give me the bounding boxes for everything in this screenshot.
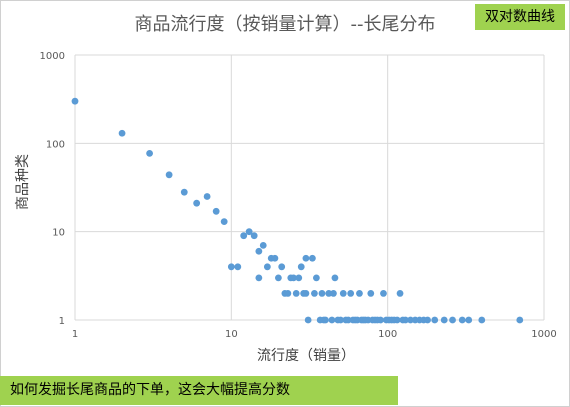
data-point (304, 316, 312, 324)
data-point (331, 274, 339, 282)
data-point (278, 263, 286, 271)
x-tick-label: 100 (378, 329, 397, 340)
data-point (356, 290, 363, 297)
x-tick-label: 1000 (531, 329, 556, 340)
data-point (240, 232, 248, 240)
x-axis-label: 流行度（销量） (257, 348, 355, 364)
data-point (245, 228, 253, 236)
data-point (259, 241, 267, 249)
data-point (339, 290, 347, 297)
data-point (393, 316, 401, 324)
y-axis-label: 商品种类 (15, 154, 31, 210)
data-point (424, 316, 431, 324)
data-point (302, 254, 310, 262)
data-point (212, 207, 220, 215)
data-point (367, 290, 375, 297)
data-point (263, 263, 271, 271)
data-point (431, 316, 439, 324)
data-point (312, 274, 320, 282)
data-point (274, 274, 282, 282)
data-point (227, 263, 235, 271)
log-log-tag: 双对数曲线 (475, 4, 565, 30)
y-tick-label: 10 (52, 228, 65, 239)
data-point (118, 129, 126, 137)
data-point (203, 193, 211, 200)
x-tick-label: 1 (72, 329, 78, 340)
x-tick-label: 10 (225, 329, 238, 340)
data-point (325, 290, 333, 297)
data-point (440, 316, 448, 324)
data-point (220, 218, 228, 226)
data-point (478, 316, 486, 324)
data-point (344, 316, 352, 324)
data-point (146, 149, 153, 157)
y-tick-label: 100 (46, 139, 65, 150)
y-tick-label: 1000 (40, 51, 65, 62)
data-point (328, 316, 336, 324)
data-point (318, 290, 326, 297)
data-point (297, 263, 305, 271)
data-point (377, 316, 384, 324)
data-point (250, 232, 258, 240)
data-point (458, 316, 466, 324)
data-point (255, 274, 263, 282)
data-point (449, 316, 456, 324)
chart-title: 商品流行度（按销量计算）--长尾分布 (134, 14, 436, 35)
data-point (322, 316, 329, 324)
data-point (71, 97, 79, 105)
data-point (402, 316, 409, 324)
data-point (330, 290, 337, 297)
data-point (396, 290, 404, 297)
data-point (290, 274, 297, 282)
data-point (347, 290, 355, 297)
data-point (180, 188, 188, 196)
data-point (380, 290, 387, 297)
data-point (295, 274, 303, 282)
data-point (271, 254, 279, 262)
data-point (311, 290, 318, 297)
data-point (193, 199, 201, 207)
data-point (165, 171, 173, 179)
data-point (292, 290, 300, 297)
data-point (302, 290, 310, 297)
data-point (407, 316, 414, 324)
y-tick-label: 1 (59, 316, 65, 327)
data-point (255, 247, 263, 255)
data-point (337, 316, 345, 324)
data-point (516, 316, 524, 324)
data-point (284, 290, 292, 297)
data-point (308, 254, 316, 262)
data-point (465, 316, 473, 324)
bottom-note: 如何发掘长尾商品的下单，这会大幅提高分数 (0, 376, 398, 405)
data-point (234, 263, 242, 271)
